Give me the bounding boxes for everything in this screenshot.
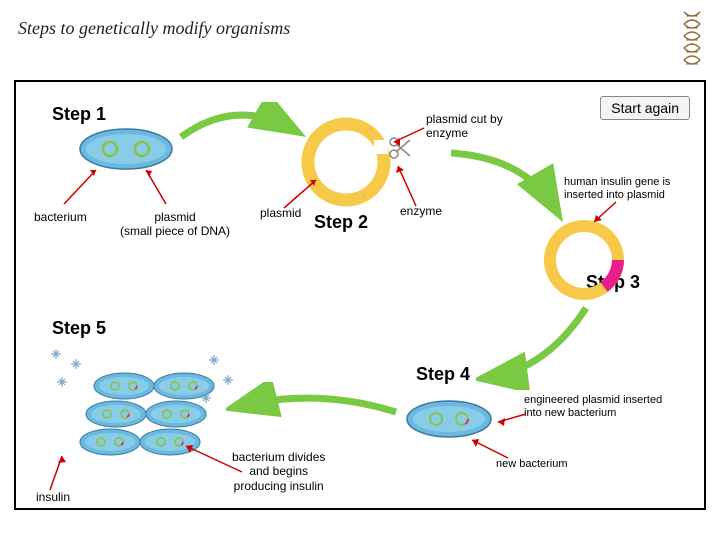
pointer-step3	[576, 200, 626, 230]
bacterium-step4	[404, 398, 494, 440]
step4-label: Step 4	[416, 364, 470, 385]
label-plasmid-small: plasmid (small piece of DNA)	[120, 210, 230, 239]
flow-arrow-3	[476, 300, 606, 390]
label-bacterium-divides: bacterium divides and begins producing i…	[232, 450, 325, 493]
label-bacterium: bacterium	[34, 210, 87, 224]
label-plasmid-cut: plasmid cut by enzyme	[426, 112, 503, 141]
dna-helix-icon	[678, 10, 706, 70]
flow-arrow-4	[226, 382, 406, 432]
step1-label: Step 1	[52, 104, 106, 125]
start-again-button[interactable]: Start again	[600, 96, 690, 120]
diagram-frame: Start again Step 1 Step 2 Step 3 Step 4 …	[14, 80, 706, 510]
label-plasmid: plasmid	[260, 206, 301, 220]
pointer-step4b	[466, 436, 516, 462]
label-human-insulin: human insulin gene is inserted into plas…	[564, 176, 670, 202]
step5-label: Step 5	[52, 318, 106, 339]
label-engineered: engineered plasmid inserted into new bac…	[524, 394, 662, 420]
label-insulin: insulin	[36, 490, 70, 504]
page-title: Steps to genetically modify organisms	[18, 18, 290, 39]
pointer-step4a	[494, 412, 534, 432]
label-enzyme: enzyme	[400, 204, 442, 218]
